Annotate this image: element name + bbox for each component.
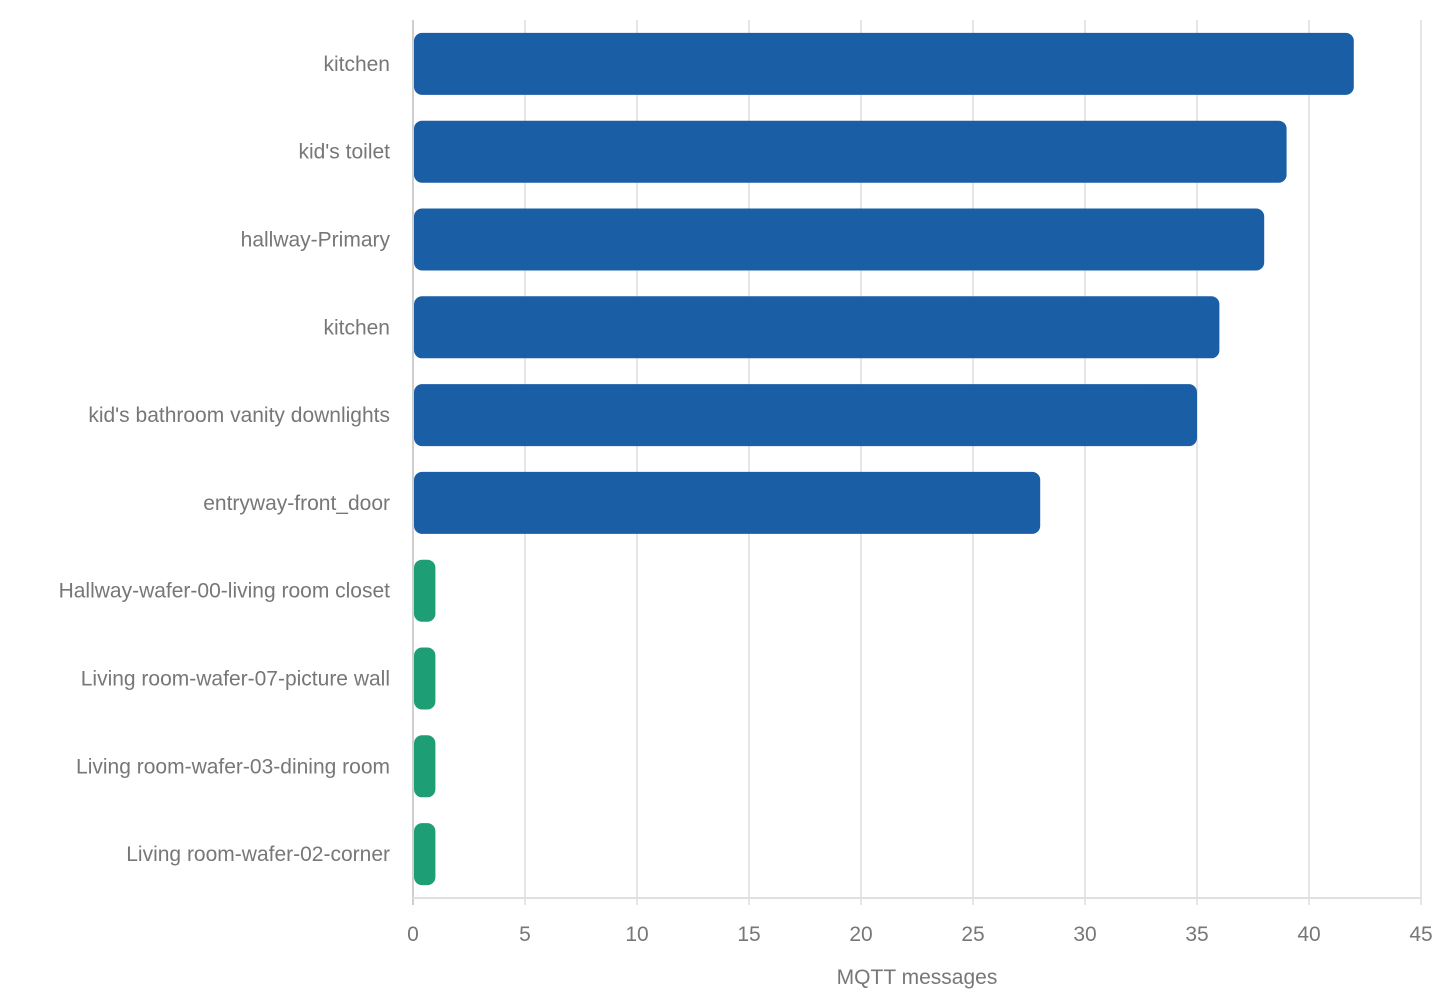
x-tick-label: 30 — [1073, 923, 1096, 946]
y-category-label: kitchen — [323, 53, 390, 76]
y-category-label: kid's bathroom vanity downlights — [88, 404, 390, 427]
x-tick-label: 0 — [407, 923, 419, 946]
bar[interactable] — [414, 208, 1265, 271]
y-category-label: hallway-Primary — [241, 229, 391, 252]
bar[interactable] — [414, 120, 1287, 183]
bar[interactable] — [414, 823, 436, 886]
bar[interactable] — [414, 735, 436, 798]
y-category-label: Hallway-wafer-00-living room closet — [59, 580, 391, 603]
bar[interactable] — [414, 471, 1041, 534]
x-tick-label: 15 — [737, 923, 760, 946]
bar[interactable] — [414, 32, 1354, 95]
y-category-label: kid's toilet — [298, 141, 390, 164]
bar[interactable] — [414, 647, 436, 710]
x-axis-ticks: 0 5 10 15 20 25 30 35 40 45 — [407, 923, 1433, 946]
x-tick-label: 20 — [849, 923, 872, 946]
y-axis-labels: kitchen kid's toilet hallway-Primary kitche… — [59, 53, 391, 866]
y-category-label: Living room-wafer-07-picture wall — [81, 668, 390, 691]
x-axis-title: MQTT messages — [837, 966, 998, 989]
bars — [414, 32, 1354, 886]
y-category-label: Living room-wafer-03-dining room — [76, 755, 390, 778]
y-category-label: Living room-wafer-02-corner — [126, 843, 390, 866]
x-tick-label: 45 — [1409, 923, 1432, 946]
x-tick-label: 10 — [625, 923, 648, 946]
y-category-label: kitchen — [323, 316, 390, 339]
x-tick-label: 40 — [1297, 923, 1320, 946]
x-tick-label: 5 — [519, 923, 531, 946]
x-tick-label: 35 — [1185, 923, 1208, 946]
bar[interactable] — [414, 384, 1197, 447]
bar[interactable] — [414, 296, 1220, 359]
y-category-label: entryway-front_door — [203, 492, 390, 515]
bar[interactable] — [414, 559, 436, 622]
x-tick-label: 25 — [961, 923, 984, 946]
